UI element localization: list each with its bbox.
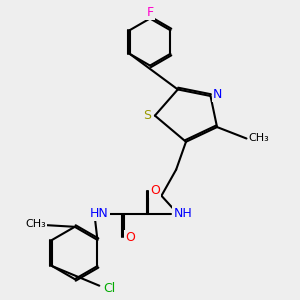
Text: O: O: [125, 231, 135, 244]
Text: NH: NH: [173, 207, 192, 220]
Text: CH₃: CH₃: [25, 218, 46, 229]
Text: Cl: Cl: [103, 283, 115, 296]
Text: O: O: [150, 184, 160, 197]
Text: N: N: [213, 88, 222, 101]
Text: CH₃: CH₃: [248, 133, 269, 143]
Text: HN: HN: [90, 207, 109, 220]
Text: F: F: [146, 6, 154, 19]
Text: S: S: [143, 109, 151, 122]
